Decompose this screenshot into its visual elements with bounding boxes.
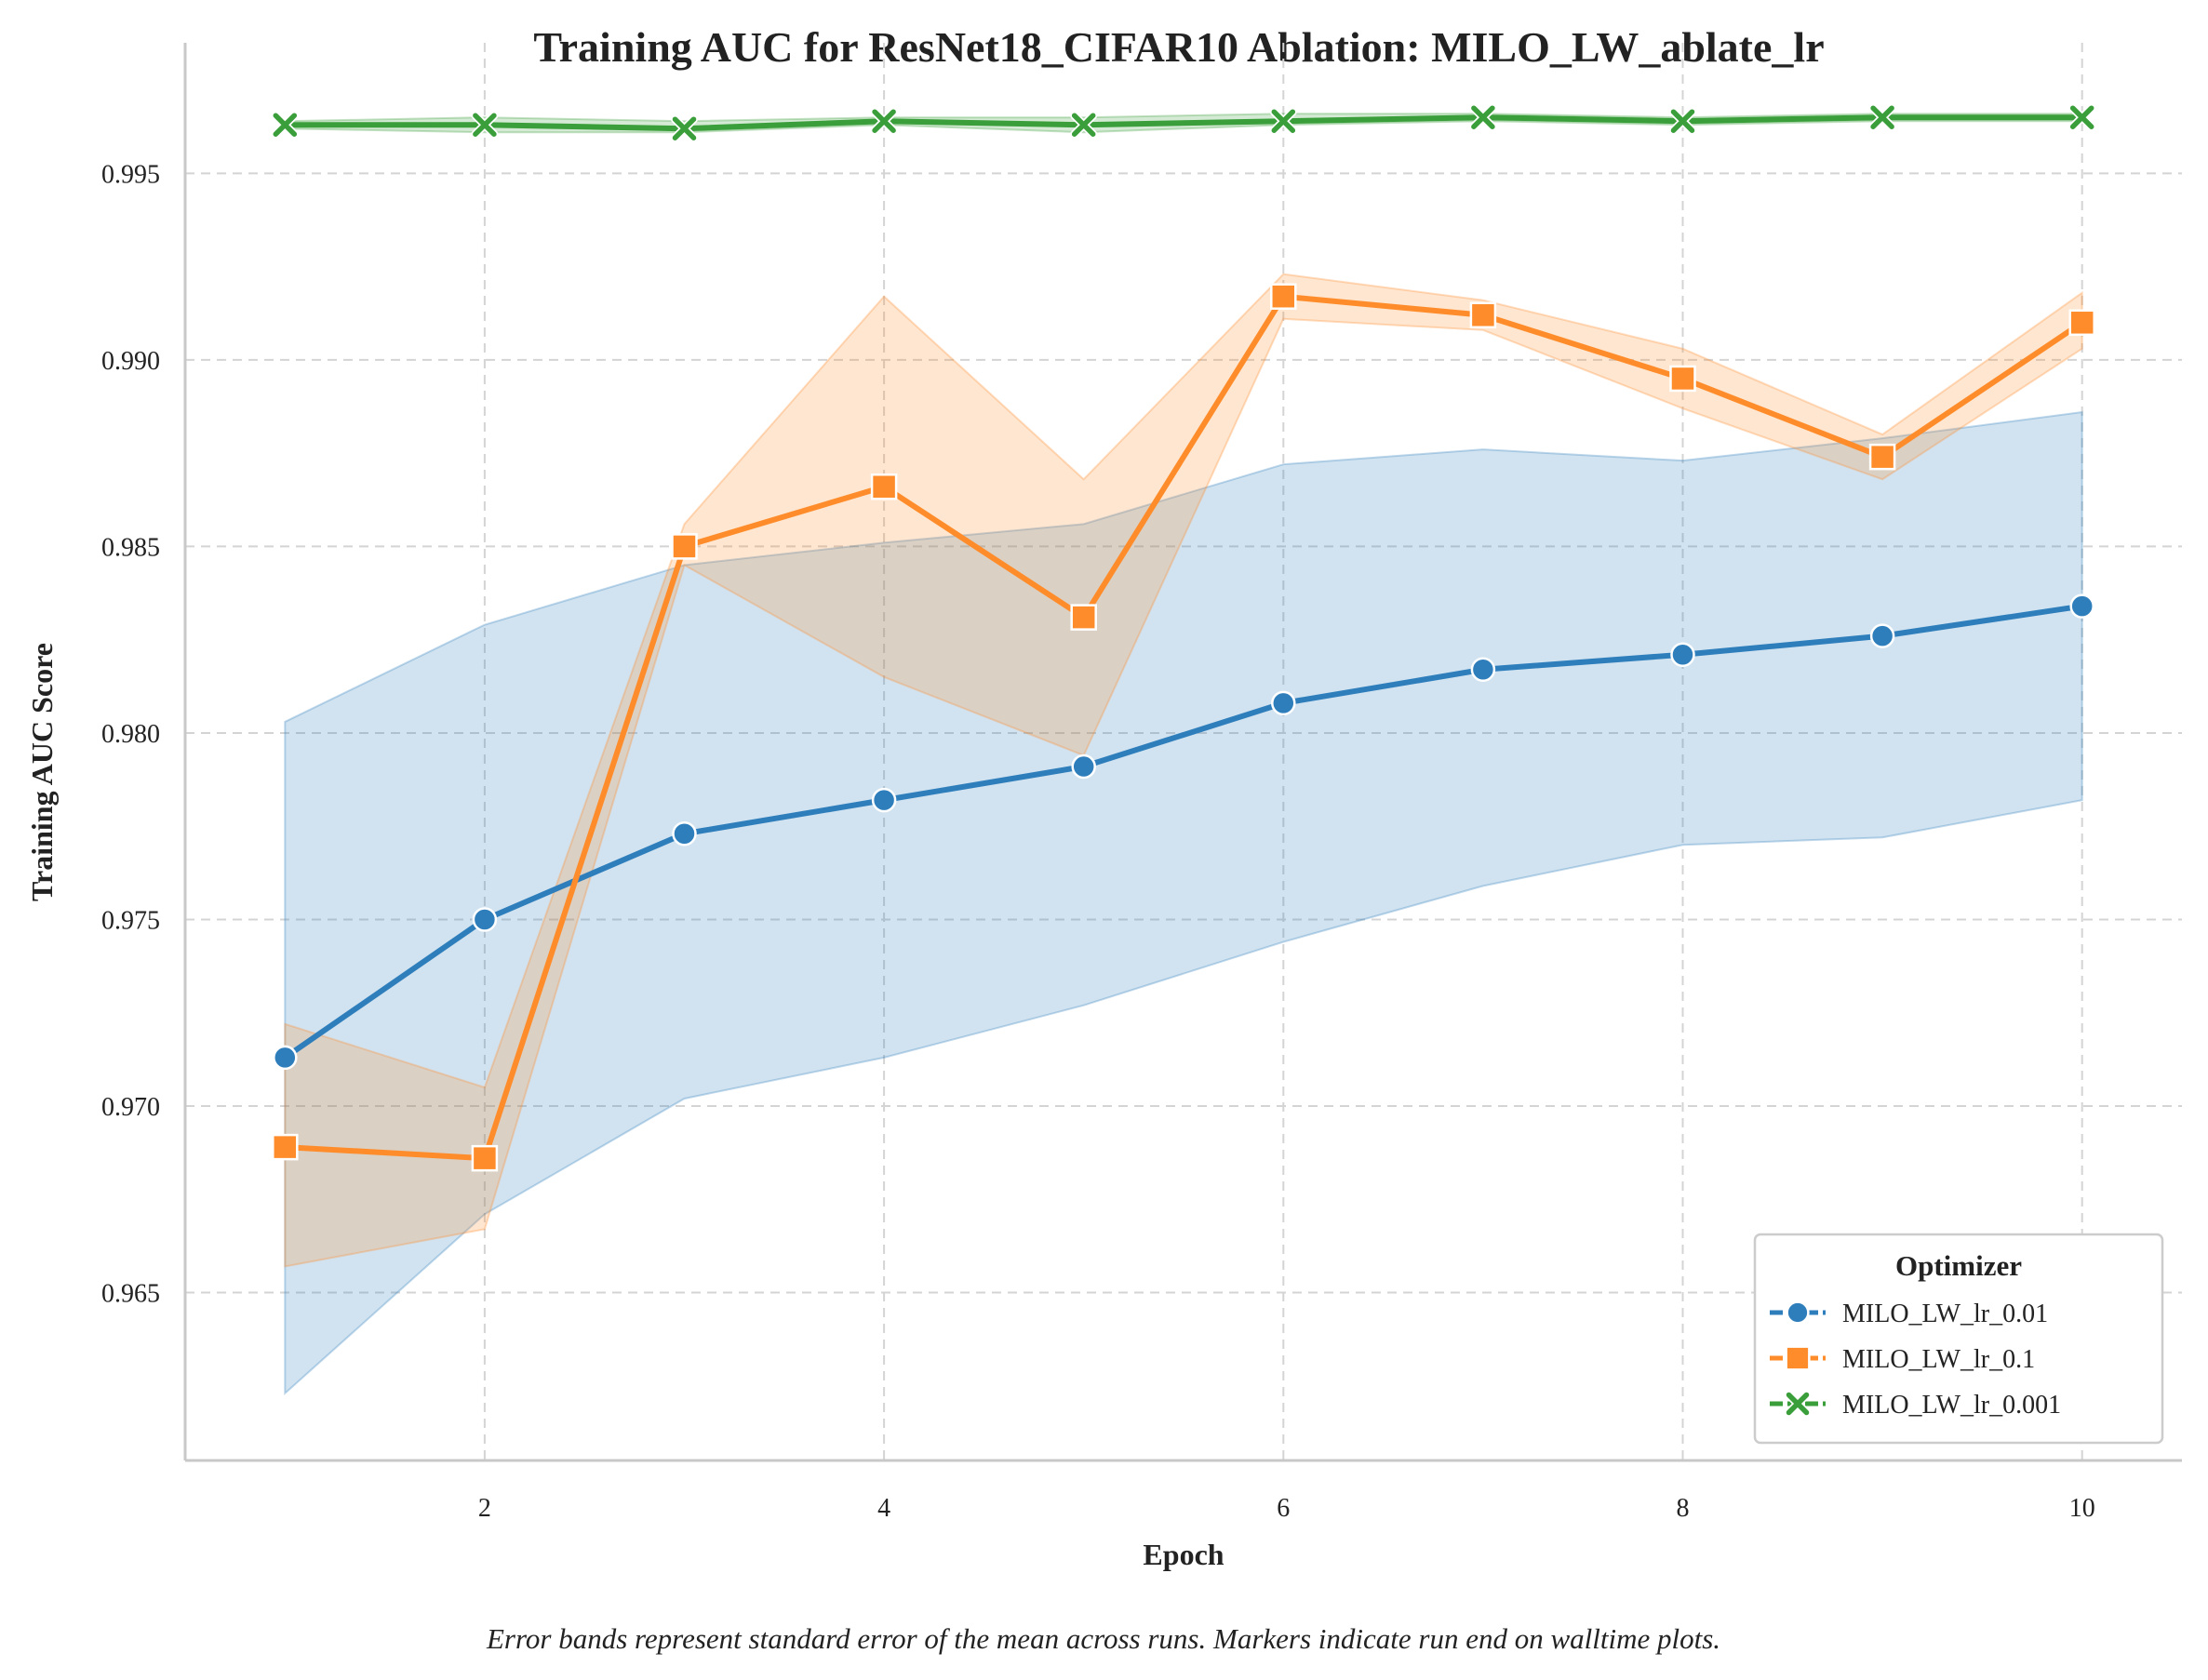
data-point <box>1470 657 1496 683</box>
series-lines <box>282 114 2085 1162</box>
data-point <box>271 111 299 139</box>
data-point <box>870 473 898 500</box>
series-line <box>282 293 2085 1162</box>
data-point <box>671 533 698 560</box>
x-ticks: 2 4 6 8 10 <box>478 1494 2095 1523</box>
data-point <box>1070 111 1098 139</box>
data-point <box>2069 593 2094 619</box>
error-band <box>284 273 2083 1268</box>
data-point <box>1469 103 1497 131</box>
legend-label: MILO_LW_lr_0.01 <box>1842 1300 2048 1328</box>
data-point <box>671 114 698 142</box>
legend-marker <box>1785 1345 1811 1371</box>
data-point <box>871 787 897 813</box>
data-point <box>672 820 697 847</box>
data-point <box>273 1045 298 1071</box>
chart-caption: Error bands represent standard error of … <box>486 1622 1720 1655</box>
legend-label: MILO_LW_lr_0.1 <box>1842 1345 2035 1374</box>
y-axis-label: Training AUC Score <box>25 643 59 901</box>
data-point <box>471 1144 499 1172</box>
data-point <box>1270 283 1297 310</box>
data-point <box>1669 365 1696 393</box>
data-point <box>1669 107 1696 135</box>
data-point <box>471 111 499 139</box>
legend-items: MILO_LW_lr_0.01 MILO_LW_lr_0.1 MILO_LW_lr_… <box>1770 1300 2061 1420</box>
y-tick-label: 0.995 <box>101 160 160 189</box>
series-markers <box>271 103 2096 1172</box>
legend-entry: MILO_LW_lr_0.001 <box>1770 1391 2061 1420</box>
legend-marker <box>1786 1300 1810 1325</box>
y-tick-label: 0.970 <box>101 1093 160 1122</box>
data-point <box>272 1133 299 1161</box>
grid <box>185 43 2182 1460</box>
y-tick-label: 0.985 <box>101 533 160 562</box>
data-point <box>1670 642 1695 667</box>
data-point <box>1271 690 1296 716</box>
data-point <box>1269 107 1297 135</box>
data-point <box>1868 443 1896 471</box>
data-point <box>1469 301 1497 329</box>
x-tick-label: 10 <box>2069 1494 2095 1523</box>
legend-label: MILO_LW_lr_0.001 <box>1842 1391 2061 1420</box>
x-tick-label: 6 <box>1277 1494 1290 1523</box>
x-tick-label: 8 <box>1677 1494 1690 1523</box>
y-ticks: 0.965 0.970 0.975 0.980 0.985 0.990 0.995 <box>101 160 160 1308</box>
data-point <box>472 907 498 932</box>
legend-title: Optimizer <box>1895 1249 2022 1282</box>
legend-entry: MILO_LW_lr_0.1 <box>1770 1345 2035 1374</box>
data-point <box>1071 753 1096 780</box>
x-tick-label: 4 <box>877 1494 890 1523</box>
data-point <box>2068 309 2095 337</box>
x-axis-label: Epoch <box>1143 1538 1224 1571</box>
series-line <box>282 603 2085 1060</box>
legend-entry: MILO_LW_lr_0.01 <box>1770 1300 2048 1328</box>
data-point <box>1869 623 1895 648</box>
data-point <box>2068 103 2096 131</box>
data-point <box>870 107 898 135</box>
y-tick-label: 0.965 <box>101 1280 160 1309</box>
x-tick-label: 2 <box>478 1494 491 1523</box>
legend-marker <box>1785 1391 1811 1417</box>
data-point <box>1070 604 1097 631</box>
series-line <box>282 114 2085 132</box>
y-tick-label: 0.980 <box>101 720 160 749</box>
y-tick-label: 0.975 <box>101 906 160 935</box>
data-point <box>1868 103 1896 131</box>
error-bands <box>284 113 2083 1396</box>
legend: Optimizer MILO_LW_lr_0.01MILO_LW_lr_0.1M… <box>1753 1233 2164 1445</box>
y-tick-label: 0.990 <box>101 347 160 376</box>
legend-box <box>1753 1233 2164 1445</box>
chart-title: Training AUC for ResNet18_CIFAR10 Ablati… <box>533 23 1824 71</box>
